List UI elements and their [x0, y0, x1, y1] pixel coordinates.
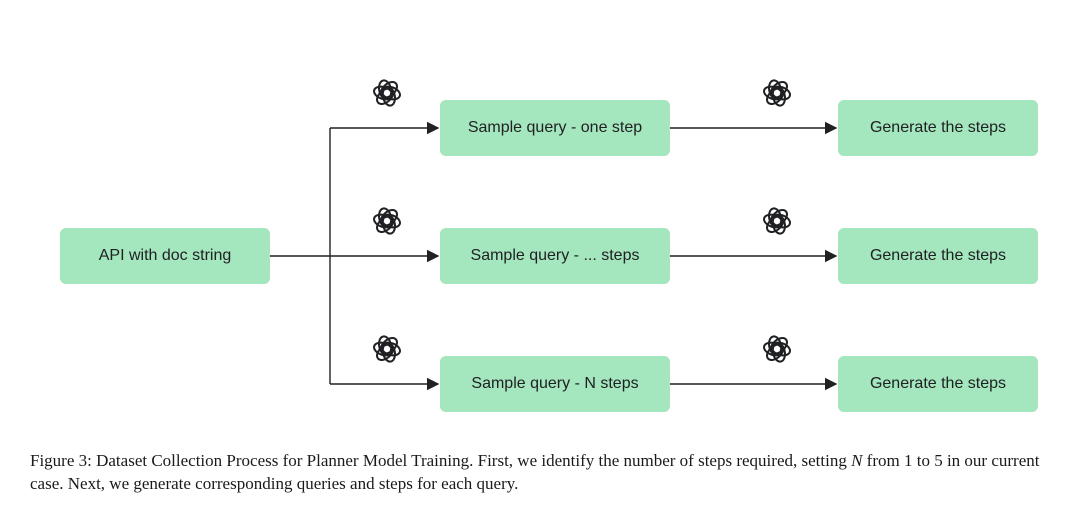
- openai-icon: [760, 76, 794, 110]
- caption-text-prefix: Figure 3: Dataset Collection Process for…: [30, 451, 851, 470]
- node-label: API with doc string: [99, 247, 232, 265]
- openai-icon: [760, 332, 794, 366]
- flowchart-node-g3: Generate the steps: [838, 356, 1038, 412]
- flowchart-node-g1: Generate the steps: [838, 100, 1038, 156]
- node-label: Sample query - one step: [468, 119, 642, 137]
- flowchart-node-q1: Sample query - one step: [440, 100, 670, 156]
- figure-caption: Figure 3: Dataset Collection Process for…: [30, 450, 1060, 496]
- openai-icon: [370, 76, 404, 110]
- openai-icon: [370, 332, 404, 366]
- flowchart-node-q2: Sample query - ... steps: [440, 228, 670, 284]
- flowchart-node-q3: Sample query - N steps: [440, 356, 670, 412]
- node-label: Generate the steps: [870, 119, 1006, 137]
- flowchart-node-api: API with doc string: [60, 228, 270, 284]
- node-label: Generate the steps: [870, 375, 1006, 393]
- openai-icon: [760, 204, 794, 238]
- caption-n-variable: N: [851, 451, 862, 470]
- node-label: Generate the steps: [870, 247, 1006, 265]
- flowchart-diagram: API with doc string Sample query - one st…: [0, 0, 1080, 520]
- node-label: Sample query - N steps: [471, 375, 638, 393]
- flowchart-node-g2: Generate the steps: [838, 228, 1038, 284]
- node-label: Sample query - ... steps: [471, 247, 640, 265]
- openai-icon: [370, 204, 404, 238]
